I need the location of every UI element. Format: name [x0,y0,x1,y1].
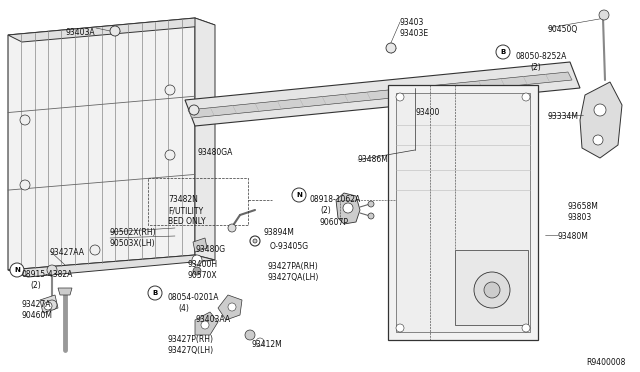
Polygon shape [8,255,215,277]
Text: 93400: 93400 [415,108,440,117]
Text: 08915-4382A: 08915-4382A [22,270,74,279]
Text: B: B [500,49,506,55]
Circle shape [593,135,603,145]
Text: 93427P(RH): 93427P(RH) [168,335,214,344]
Polygon shape [195,312,218,335]
Circle shape [10,263,24,277]
Text: F/UTILITY: F/UTILITY [168,206,203,215]
Text: (4): (4) [178,304,189,313]
Circle shape [599,10,609,20]
Polygon shape [195,18,215,260]
Circle shape [165,85,175,95]
Text: N: N [14,267,20,273]
Text: R9400008: R9400008 [586,358,625,367]
Text: 93658M: 93658M [568,202,599,211]
Text: 90570X: 90570X [188,271,218,280]
Circle shape [343,203,353,213]
Circle shape [47,265,57,275]
Circle shape [474,272,510,308]
Text: 08054-0201A: 08054-0201A [168,293,220,302]
Text: 73482N: 73482N [168,195,198,204]
Text: 90607P: 90607P [320,218,349,227]
Polygon shape [218,295,242,320]
Circle shape [228,224,236,232]
Circle shape [47,300,57,310]
Polygon shape [40,295,58,313]
Text: 93427PA(RH): 93427PA(RH) [268,262,319,271]
Text: 93412M: 93412M [252,340,283,349]
Circle shape [368,213,374,219]
Circle shape [396,324,404,332]
Circle shape [292,188,306,202]
Circle shape [522,93,530,101]
Text: 93403: 93403 [400,18,424,27]
Text: 93334M: 93334M [548,112,579,121]
Circle shape [148,286,162,300]
Circle shape [368,201,374,207]
Circle shape [90,245,100,255]
Text: 93427Q(LH): 93427Q(LH) [168,346,214,355]
Circle shape [253,239,257,243]
Circle shape [193,267,201,275]
Text: 93427AA: 93427AA [50,248,85,257]
Text: 08050-8252A: 08050-8252A [516,52,568,61]
Circle shape [484,282,500,298]
Polygon shape [580,82,622,158]
Text: 93403A: 93403A [65,28,95,37]
Circle shape [20,180,30,190]
Text: 08918-1062A: 08918-1062A [310,195,361,204]
Polygon shape [185,62,580,126]
Text: B: B [152,290,157,296]
Text: 93803: 93803 [568,213,592,222]
Text: 90450Q: 90450Q [548,25,579,34]
Polygon shape [388,85,538,340]
Text: 90503X(LH): 90503X(LH) [110,239,156,248]
Circle shape [522,324,530,332]
Circle shape [245,330,255,340]
Circle shape [44,302,52,310]
Text: 93480GA: 93480GA [198,148,234,157]
Text: (2): (2) [30,281,41,290]
Circle shape [594,104,606,116]
Text: 93403AA: 93403AA [196,315,231,324]
Circle shape [256,338,264,346]
Circle shape [386,43,396,53]
Circle shape [20,115,30,125]
Text: (2): (2) [320,206,331,215]
Circle shape [165,150,175,160]
Text: 93480M: 93480M [558,232,589,241]
Polygon shape [336,193,360,224]
Polygon shape [396,93,530,332]
Polygon shape [58,288,72,295]
Polygon shape [193,238,207,252]
Text: N: N [296,192,302,198]
Text: 93427A: 93427A [22,300,51,309]
Circle shape [201,321,209,329]
Text: BED ONLY: BED ONLY [168,217,205,226]
Polygon shape [188,72,572,118]
Text: 93403E: 93403E [400,29,429,38]
Text: 93480G: 93480G [195,245,225,254]
Polygon shape [8,18,195,270]
Text: 93486M: 93486M [358,155,389,164]
Text: 93400H: 93400H [188,260,218,269]
Polygon shape [8,18,215,42]
Circle shape [228,303,236,311]
Text: 90502X(RH): 90502X(RH) [110,228,157,237]
Text: 93894M: 93894M [264,228,295,237]
Polygon shape [455,250,528,325]
Text: O-93405G: O-93405G [270,242,309,251]
Text: (2): (2) [530,63,541,72]
Circle shape [250,236,260,246]
Circle shape [192,255,202,265]
Text: 90460M: 90460M [22,311,53,320]
Circle shape [110,26,120,36]
Circle shape [496,45,510,59]
Text: 93427QA(LH): 93427QA(LH) [268,273,319,282]
Circle shape [396,93,404,101]
Circle shape [189,105,199,115]
